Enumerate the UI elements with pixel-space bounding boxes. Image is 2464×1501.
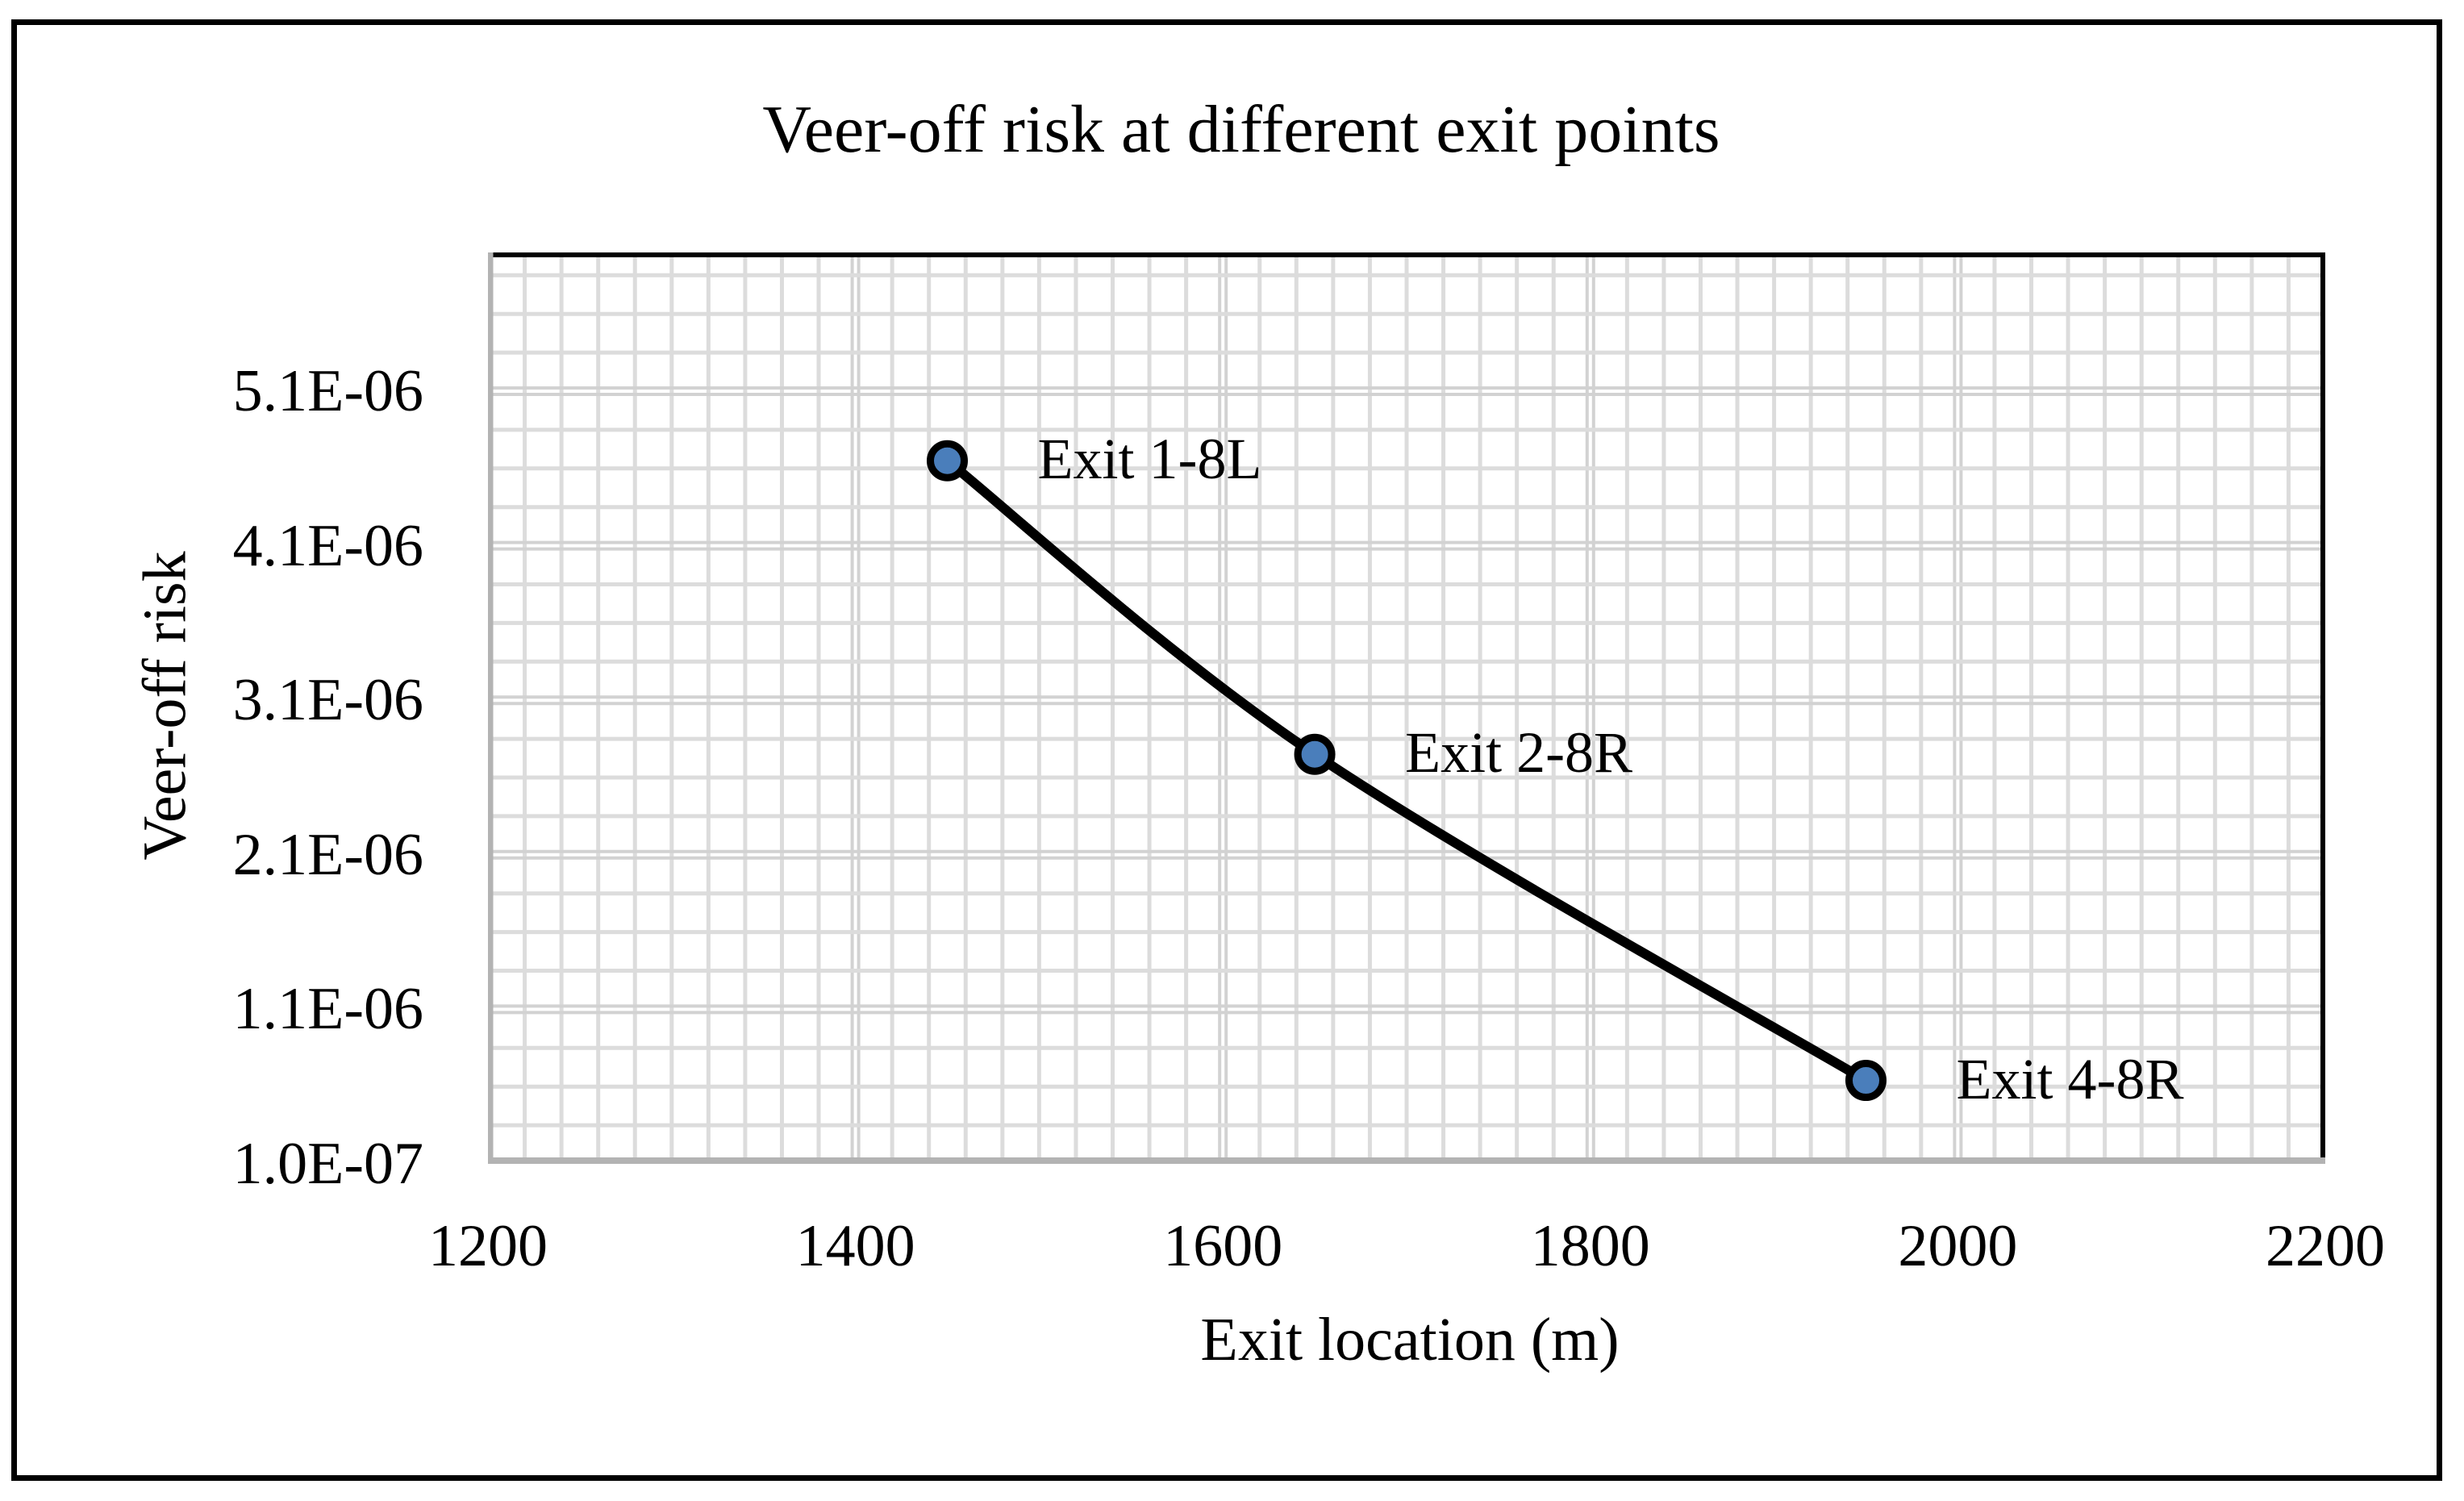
data-point-marker: [1294, 733, 1336, 775]
x-axis-tick-label: 2200: [2266, 1213, 2385, 1279]
plot-area: [487, 252, 2325, 1164]
figure-border: [11, 19, 2442, 1481]
x-axis-tick-label: 1200: [428, 1213, 548, 1279]
data-point-label: Exit 2-8R: [1405, 720, 1633, 786]
x-axis-tick-label: 1400: [795, 1213, 915, 1279]
x-axis-title: Exit location (m): [1200, 1306, 1620, 1374]
y-axis-tick-label: 3.1E-06: [232, 667, 423, 734]
y-axis-tick-label: 5.1E-06: [232, 358, 423, 424]
data-point-marker: [927, 440, 968, 482]
data-point-label: Exit 1-8L: [1037, 427, 1262, 492]
chart-title: Veer-off risk at different exit points: [762, 92, 1720, 167]
x-axis-tick-label: 2000: [1898, 1213, 2018, 1279]
x-axis-tick-label: 1600: [1163, 1213, 1283, 1279]
x-axis-tick-label: 1800: [1530, 1213, 1650, 1279]
data-point-marker: [1845, 1060, 1887, 1102]
y-axis-tick-label: 1.0E-07: [232, 1131, 423, 1197]
data-point-label: Exit 4-8R: [1956, 1046, 2184, 1111]
y-axis-tick-label: 1.1E-06: [232, 976, 423, 1043]
y-axis-tick-label: 2.1E-06: [232, 821, 423, 888]
y-axis-tick-label: 4.1E-06: [232, 512, 423, 579]
chart-canvas: [487, 252, 2325, 1164]
